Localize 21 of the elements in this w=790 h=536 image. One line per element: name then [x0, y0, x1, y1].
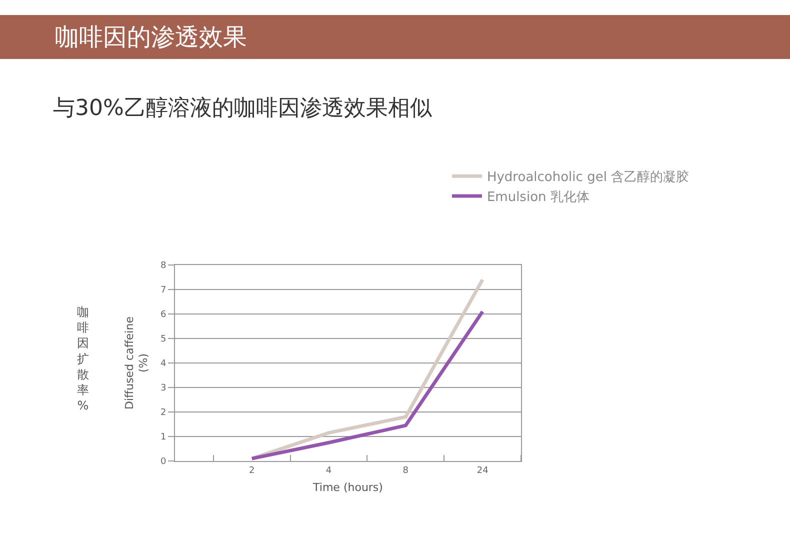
x-tick-label: 4 [326, 466, 332, 476]
x-tick-label: 24 [476, 466, 489, 476]
y-tick-label: 5 [160, 334, 166, 345]
chart-title: 咖啡因的渗透效果 [55, 22, 247, 52]
y-tick-label: 7 [160, 286, 166, 296]
x-tick-label: 2 [249, 466, 255, 476]
text: 咖啡因扩散率% [77, 305, 89, 413]
line-series [250, 310, 484, 460]
chart-subtitle: 与30%乙醇溶液的咖啡因渗透效果相似 [53, 95, 432, 123]
y-tick-label: 2 [160, 408, 166, 418]
x-axis-title: Time (hours) [312, 481, 383, 494]
y-tick-label: 8 [160, 261, 166, 272]
x-tick-label: 8 [402, 466, 409, 476]
y-axis-title: Diffused caffeine (%) [122, 316, 150, 410]
y-tick-label: 1 [160, 432, 166, 443]
y-tick-label: 0 [160, 457, 166, 468]
legend-label: Hydroalcoholic gel 含乙醇的凝胶 [486, 170, 690, 186]
y-tick-label: 4 [160, 359, 166, 370]
legend-label: Emulsion 乳化体 [486, 190, 590, 206]
y-tick-label: 3 [160, 384, 166, 394]
y-tick-label: 6 [160, 310, 166, 320]
